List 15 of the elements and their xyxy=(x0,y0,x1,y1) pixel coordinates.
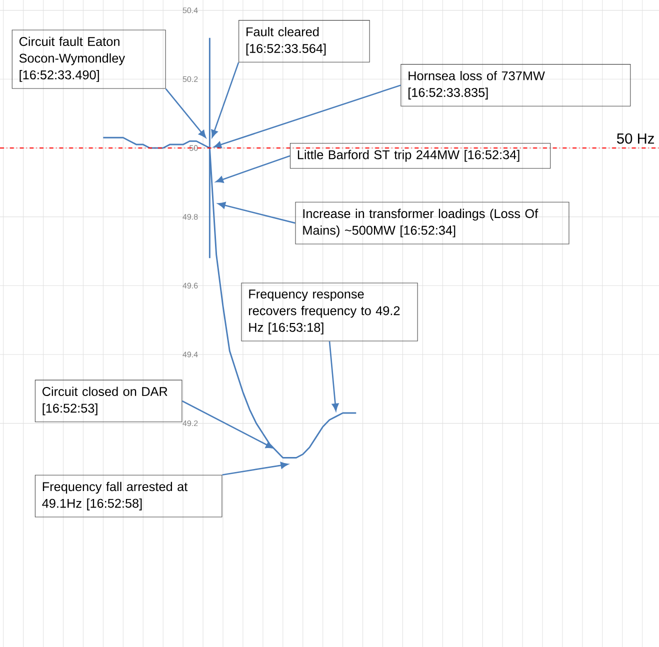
annotation: Little Barford ST trip 244MW [16:52:34] xyxy=(298,150,520,162)
annotation: Circuit closed on DAR [16:52:53] xyxy=(42,386,168,416)
annotation: Frequency fall arrested at 49.1Hz [16:52:58] xyxy=(42,482,188,510)
y-tick-label: 49.4 xyxy=(182,352,198,358)
y-tick-label: 49.8 xyxy=(182,214,198,220)
annotation: Hornsea loss of 737MW [16:52:33.835] xyxy=(408,70,545,100)
y-tick-label: 49.2 xyxy=(182,420,198,426)
y-tick-label: 49.6 xyxy=(182,282,198,288)
ref-line-label: 50 Hz xyxy=(616,133,654,144)
annotation: Increase in transformer loadings (Loss Of Mains) ~500MW [16:52:34] xyxy=(303,208,538,238)
annotation: Frequency response recovers frequency to 49.2 Hz [16:53:18] xyxy=(248,290,400,334)
y-tick-label: 50.2 xyxy=(182,76,198,82)
y-tick-label: 50.4 xyxy=(182,7,198,14)
annotation: Fault cleared [16:52:33.564] xyxy=(246,26,326,56)
annotation: Circuit fault Eaton Socon-Wymondley [16:52:33.490] xyxy=(19,36,126,82)
